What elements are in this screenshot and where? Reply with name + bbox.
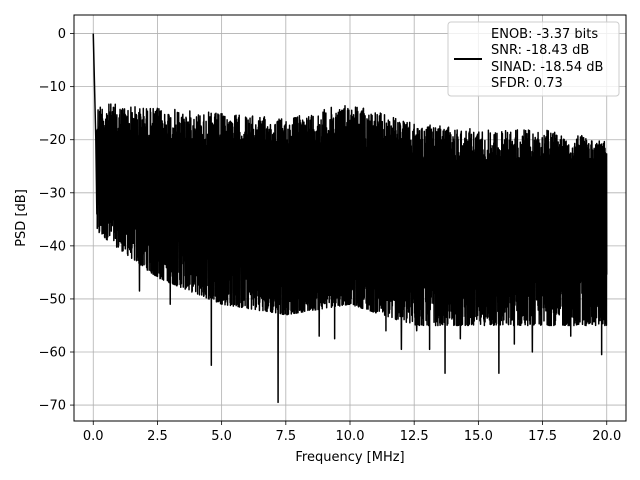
x-tick-label: 20.0: [592, 429, 621, 444]
x-tick-label: 12.5: [400, 429, 429, 444]
y-tick-label: −70: [39, 399, 66, 414]
x-axis-title: Frequency [MHz]: [295, 450, 404, 465]
y-tick-label: 0: [58, 27, 66, 42]
y-tick-label: −20: [39, 133, 66, 148]
legend-box: [447, 21, 620, 97]
y-axis: 0 −10 −20 −30 −40 −50 −60 −70: [39, 27, 74, 414]
y-tick-label: −40: [39, 239, 66, 254]
psd-series: [92, 33, 608, 404]
x-tick-label: 10.0: [336, 429, 365, 444]
legend-entry-enob: ENOB: -3.37 bits: [491, 27, 598, 42]
legend-entry-snr: SNR: -18.43 dB: [491, 43, 589, 58]
x-axis: 0.0 2.5 5.0 7.5 10.0 12.5 15.0 17.5 20.0: [83, 421, 621, 444]
legend-entry-sfdr: SFDR: 0.73: [491, 76, 563, 91]
x-tick-label: 2.5: [147, 429, 168, 444]
legend-entry-sinad: SINAD: -18.54 dB: [491, 60, 603, 75]
x-tick-label: 17.5: [528, 429, 557, 444]
legend: ENOB: -3.37 bits SNR: -18.43 dB SINAD: -…: [447, 21, 620, 97]
y-tick-label: −60: [39, 346, 66, 361]
x-tick-label: 15.0: [464, 429, 493, 444]
y-tick-label: −30: [39, 186, 66, 201]
y-tick-label: −50: [39, 292, 66, 307]
x-tick-label: 7.5: [275, 429, 296, 444]
x-tick-label: 0.0: [83, 429, 104, 444]
y-axis-title: PSD [dB]: [14, 189, 29, 247]
x-tick-label: 5.0: [211, 429, 232, 444]
y-tick-label: −10: [39, 80, 66, 95]
psd-line: [92, 33, 608, 404]
